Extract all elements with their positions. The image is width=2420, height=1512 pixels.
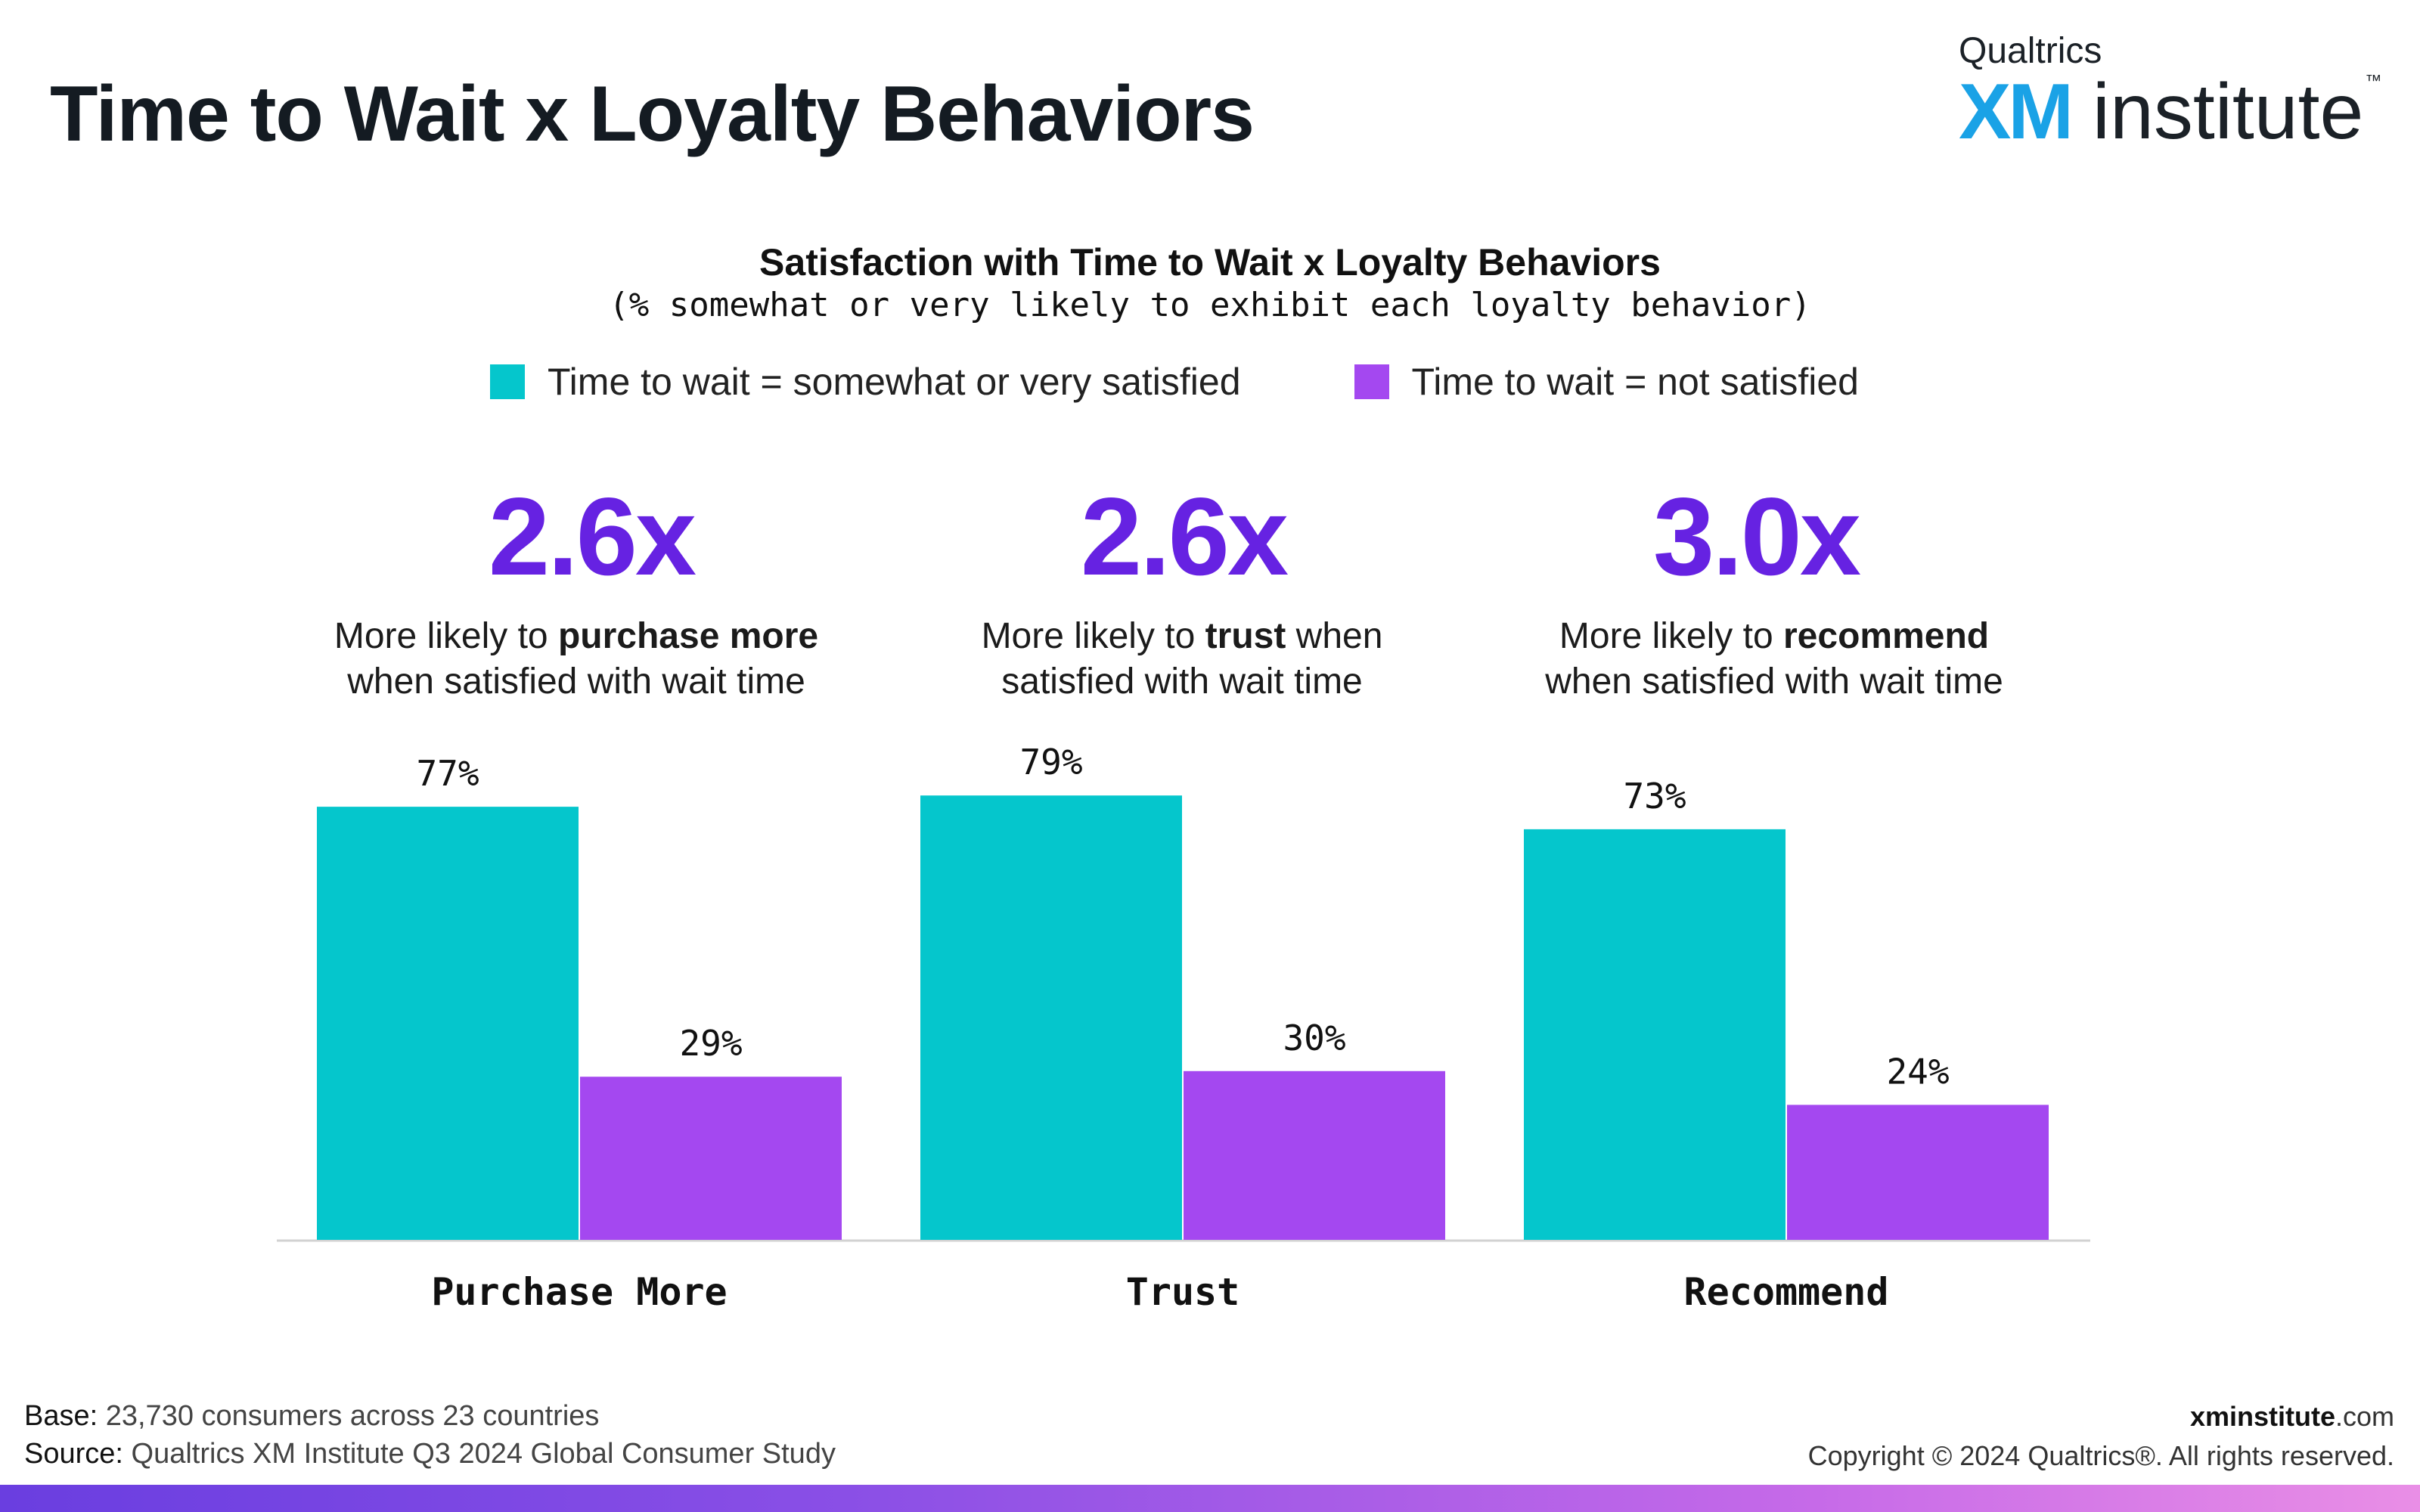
footer-site-bold: xminstitute bbox=[2189, 1401, 2335, 1432]
callout-text: when bbox=[1286, 616, 1383, 656]
data-label-purchase-more-satisfied: 77% bbox=[416, 753, 479, 794]
footer-notes: Base: 23,730 consumers across 23 countri… bbox=[24, 1397, 836, 1473]
footer-site-rest: .com bbox=[2335, 1401, 2394, 1432]
legend-label-not-satisfied: Time to wait = not satisfied bbox=[1411, 361, 1859, 403]
footer-right: xminstitute.com Copyright © 2024 Qualtri… bbox=[1808, 1397, 2394, 1476]
footer-base-text: 23,730 consumers across 23 countries bbox=[98, 1400, 600, 1432]
ratio-trust: 2.6x bbox=[1080, 475, 1289, 598]
data-label-trust-not-satisfied: 30% bbox=[1283, 1018, 1345, 1058]
ratio-recommend: 3.0x bbox=[1652, 475, 1861, 598]
legend-swatch-not-satisfied bbox=[1354, 364, 1389, 399]
bar-recommend-not-satisfied bbox=[1787, 1105, 2049, 1240]
callout-text: More likely to bbox=[1559, 616, 1783, 656]
footer-base-label: Base: bbox=[24, 1400, 98, 1432]
bottom-gradient-bar bbox=[0, 1485, 2420, 1512]
ratio-purchase-more: 2.6x bbox=[488, 475, 697, 598]
callout-text: when satisfied with wait time bbox=[347, 662, 805, 702]
data-label-recommend-satisfied: 73% bbox=[1623, 776, 1686, 816]
callout-text: when satisfied with wait time bbox=[1545, 662, 2003, 702]
category-label-recommend: Recommend bbox=[1684, 1270, 1889, 1314]
chart-subtitle: (% somewhat or very likely to exhibit ea… bbox=[609, 286, 1811, 324]
footer-copyright: Copyright © 2024 Qualtrics®. All rights … bbox=[1807, 1440, 2394, 1471]
logo-qualtrics-text: Qualtrics bbox=[1959, 31, 2102, 71]
data-label-recommend-not-satisfied: 24% bbox=[1886, 1051, 1949, 1092]
callout-desc-trust: More likely to trust when satisfied with… bbox=[880, 614, 1485, 705]
callout-bold: trust bbox=[1205, 616, 1286, 656]
bar-purchase-more-not-satisfied bbox=[580, 1077, 842, 1240]
bar-trust-not-satisfied bbox=[1184, 1070, 1445, 1240]
callout-desc-recommend: More likely to recommend when satisfied … bbox=[1472, 614, 2077, 705]
footer-source-label: Source: bbox=[24, 1438, 123, 1470]
legend-label-satisfied: Time to wait = somewhat or very satisfie… bbox=[548, 361, 1241, 403]
chart-legend: Time to wait = somewhat or very satisfie… bbox=[490, 360, 1972, 404]
footer-source-text: Qualtrics XM Institute Q3 2024 Global Co… bbox=[123, 1438, 836, 1470]
page-title: Time to Wait x Loyalty Behaviors bbox=[50, 70, 1255, 158]
data-label-trust-satisfied: 79% bbox=[1019, 742, 1082, 782]
xm-institute-logo: Qualtrics XM institute™ bbox=[1959, 30, 2381, 151]
legend-item-satisfied: Time to wait = somewhat or very satisfie… bbox=[490, 360, 1241, 404]
bar-trust-satisfied bbox=[920, 795, 1182, 1240]
legend-item-not-satisfied: Time to wait = not satisfied bbox=[1354, 360, 1859, 404]
category-label-purchase-more: Purchase More bbox=[431, 1270, 727, 1314]
category-label-trust: Trust bbox=[1126, 1270, 1240, 1314]
chart-title: Satisfaction with Time to Wait x Loyalty… bbox=[759, 241, 1661, 284]
callout-bold: purchase more bbox=[557, 616, 819, 656]
data-label-purchase-more-not-satisfied: 29% bbox=[679, 1023, 742, 1064]
logo-trademark: ™ bbox=[2365, 71, 2382, 90]
callout-desc-purchase-more: More likely to purchase more when satisf… bbox=[274, 614, 879, 705]
callout-text: More likely to bbox=[334, 616, 558, 656]
footer-source: Source: Qualtrics XM Institute Q3 2024 G… bbox=[24, 1435, 836, 1473]
callout-text: satisfied with wait time bbox=[1001, 662, 1363, 702]
footer-base: Base: 23,730 consumers across 23 countri… bbox=[24, 1397, 836, 1435]
logo-institute-text: institute bbox=[2092, 68, 2364, 156]
callout-text: More likely to bbox=[981, 616, 1205, 656]
callout-bold: recommend bbox=[1783, 616, 1990, 656]
bar-purchase-more-satisfied bbox=[317, 807, 579, 1240]
bar-recommend-satisfied bbox=[1524, 829, 1786, 1240]
logo-xm-text: XM bbox=[1959, 68, 2074, 156]
legend-swatch-satisfied bbox=[490, 364, 525, 399]
footer-website: xminstitute.com bbox=[1808, 1397, 2394, 1436]
